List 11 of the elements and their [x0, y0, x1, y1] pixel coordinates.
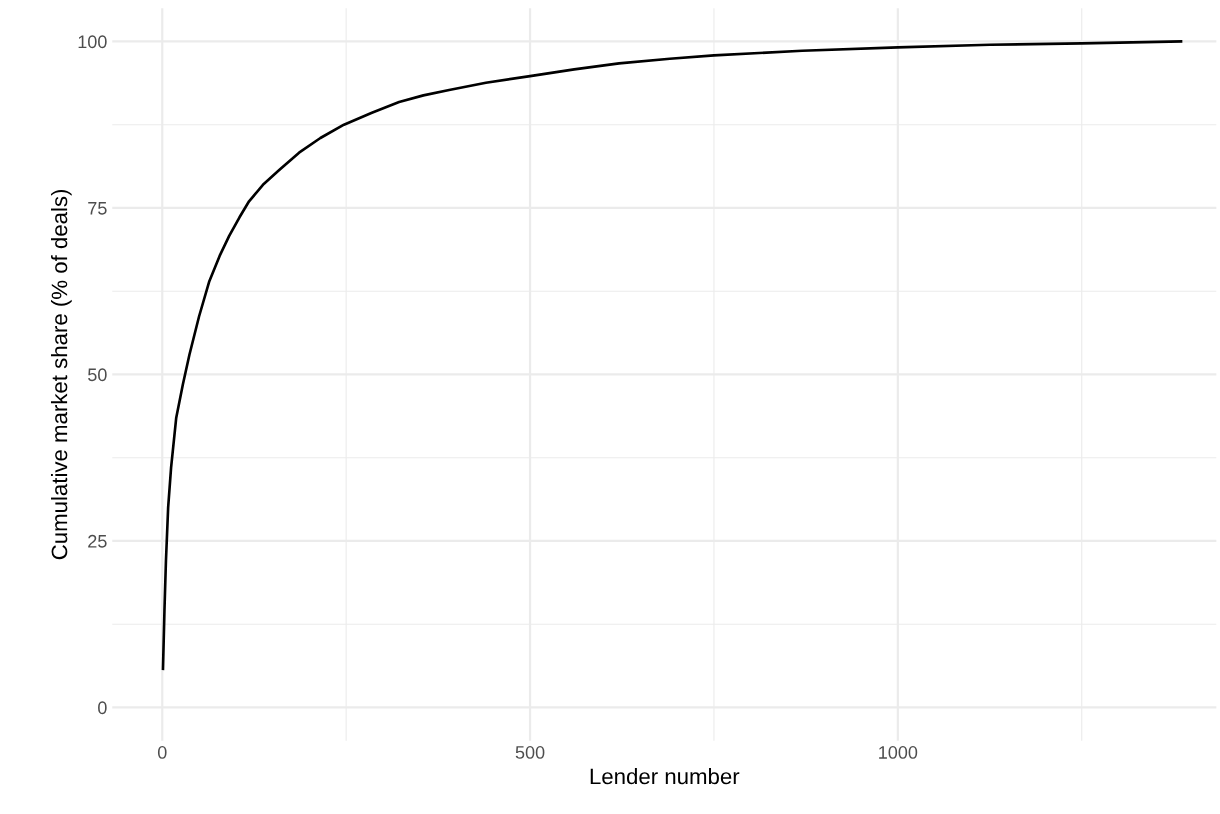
- y-tick-label: 75: [88, 202, 107, 215]
- y-tick-label: 50: [88, 368, 107, 382]
- y-tick-label: 100: [78, 35, 107, 49]
- x-tick-label: 1000: [879, 746, 918, 759]
- x-tick-label: 0: [157, 746, 167, 759]
- y-axis-title: Cumulative market share (% of deals): [50, 189, 72, 560]
- x-tick-label: 500: [515, 746, 545, 759]
- line-series: [161, 40, 1183, 671]
- x-axis-title: Lender number: [590, 767, 740, 785]
- y-tick-label: 0: [98, 701, 107, 715]
- y-tick-label: 25: [88, 534, 107, 548]
